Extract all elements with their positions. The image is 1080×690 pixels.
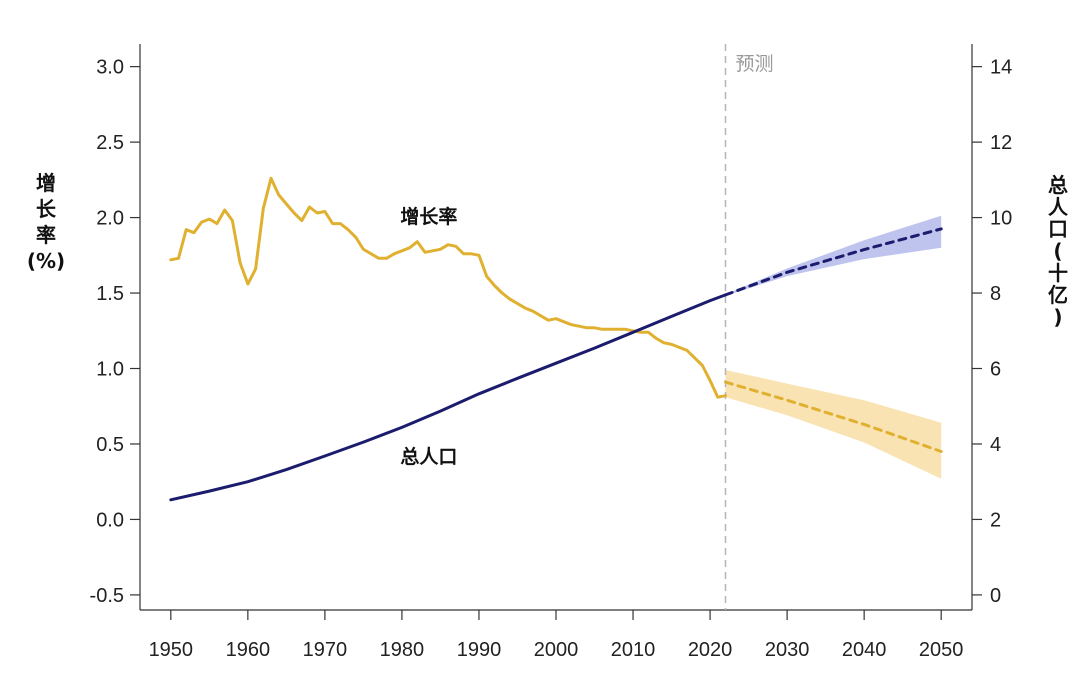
forecast-band xyxy=(725,370,942,479)
axes: -0.5 0.0 0.5 1.0 1.5 2.0 2.5 3.0 0 2 4 6 8 10 12 14 1950… xyxy=(90,44,1012,661)
right-axis-title-char: 十 xyxy=(1048,261,1068,285)
forecast-series-line xyxy=(724,380,943,453)
x-tick-label: 2020 xyxy=(688,639,733,661)
left-tick-label: -0.5 xyxy=(90,585,124,607)
right-tick-label: 12 xyxy=(990,132,1012,154)
forecast-label: 预测 xyxy=(735,53,773,75)
x-tick-label: 2040 xyxy=(842,639,887,661)
left-axis-title-char: 率 xyxy=(36,223,56,247)
right-axis-title-char: 亿 xyxy=(1048,283,1068,307)
series-lines xyxy=(169,176,943,502)
forecast-bands xyxy=(725,215,942,479)
series-annotation: 总人口 xyxy=(400,445,457,468)
series-annotation: 增长率 xyxy=(400,205,457,228)
x-tick-label: 1960 xyxy=(226,639,271,661)
x-tick-label: 1990 xyxy=(457,639,502,661)
left-axis-title-char: (%) xyxy=(27,249,65,273)
right-tick-label: 0 xyxy=(990,585,1001,607)
forecast-series-line xyxy=(724,227,943,297)
right-tick-label: 2 xyxy=(990,509,1001,531)
series-line xyxy=(169,293,727,502)
x-tick-label: 1980 xyxy=(380,639,425,661)
right-tick-label: 4 xyxy=(990,434,1001,456)
left-tick-label: 2.5 xyxy=(96,132,124,154)
x-tick-label: 1950 xyxy=(149,639,194,661)
left-tick-label: 0.0 xyxy=(96,509,124,531)
right-tick-label: 14 xyxy=(990,57,1012,79)
right-axis-title-char: ( xyxy=(1053,239,1062,263)
x-tick-label: 2030 xyxy=(765,639,810,661)
left-tick-label: 0.5 xyxy=(96,434,124,456)
left-tick-label: 1.5 xyxy=(96,283,124,305)
x-tick-label: 1970 xyxy=(303,639,348,661)
right-tick-label: 6 xyxy=(990,359,1001,381)
right-axis-title-char: 人 xyxy=(1048,195,1069,219)
x-tick-label: 2050 xyxy=(919,639,964,661)
right-axis-title-char: 总 xyxy=(1048,173,1068,197)
right-tick-label: 10 xyxy=(990,208,1012,230)
left-tick-label: 2.0 xyxy=(96,208,124,230)
right-axis-title-char: 口 xyxy=(1048,217,1068,241)
x-tick-label: 2000 xyxy=(534,639,579,661)
right-tick-label: 8 xyxy=(990,283,1001,305)
left-tick-label: 3.0 xyxy=(96,57,124,79)
x-tick-label: 2010 xyxy=(611,639,656,661)
left-tick-label: 1.0 xyxy=(96,359,124,381)
left-axis-title-char: 增 xyxy=(36,171,56,195)
right-axis-title-char: ) xyxy=(1053,305,1062,329)
left-axis-title-char: 长 xyxy=(36,197,57,221)
